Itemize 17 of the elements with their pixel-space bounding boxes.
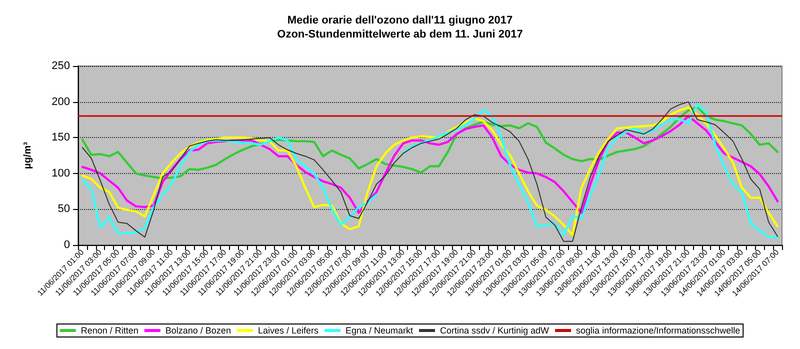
legend-label: Cortina ssdv / Kurtinig adW bbox=[440, 326, 550, 336]
line-series bbox=[81, 115, 779, 214]
legend-label: Egna / Neumarkt bbox=[345, 326, 414, 336]
legend-label: Renon / Ritten bbox=[80, 326, 138, 336]
y-tick-label: 0 bbox=[64, 239, 70, 251]
y-tick-label: 100 bbox=[52, 167, 70, 180]
chart-subtitle: Ozon-Stundenmittelwerte ab dem 11. Juni 2017 bbox=[277, 28, 523, 40]
chart-title: Medie orarie dell'ozono dall'11 giugno 2017 bbox=[287, 14, 513, 26]
legend-label: soglia informazione/Informationsschwelle bbox=[576, 326, 740, 336]
y-tick-label: 50 bbox=[58, 203, 70, 216]
line-series bbox=[81, 106, 779, 180]
y-tick-label: 150 bbox=[52, 132, 70, 144]
y-tick-label: 200 bbox=[52, 96, 70, 108]
legend-label: Bolzano / Bozen bbox=[165, 326, 231, 336]
y-tick-label: 250 bbox=[52, 60, 70, 72]
y-axis-title: µg/m³ bbox=[22, 141, 34, 169]
legend-label: Laives / Leifers bbox=[258, 326, 319, 336]
